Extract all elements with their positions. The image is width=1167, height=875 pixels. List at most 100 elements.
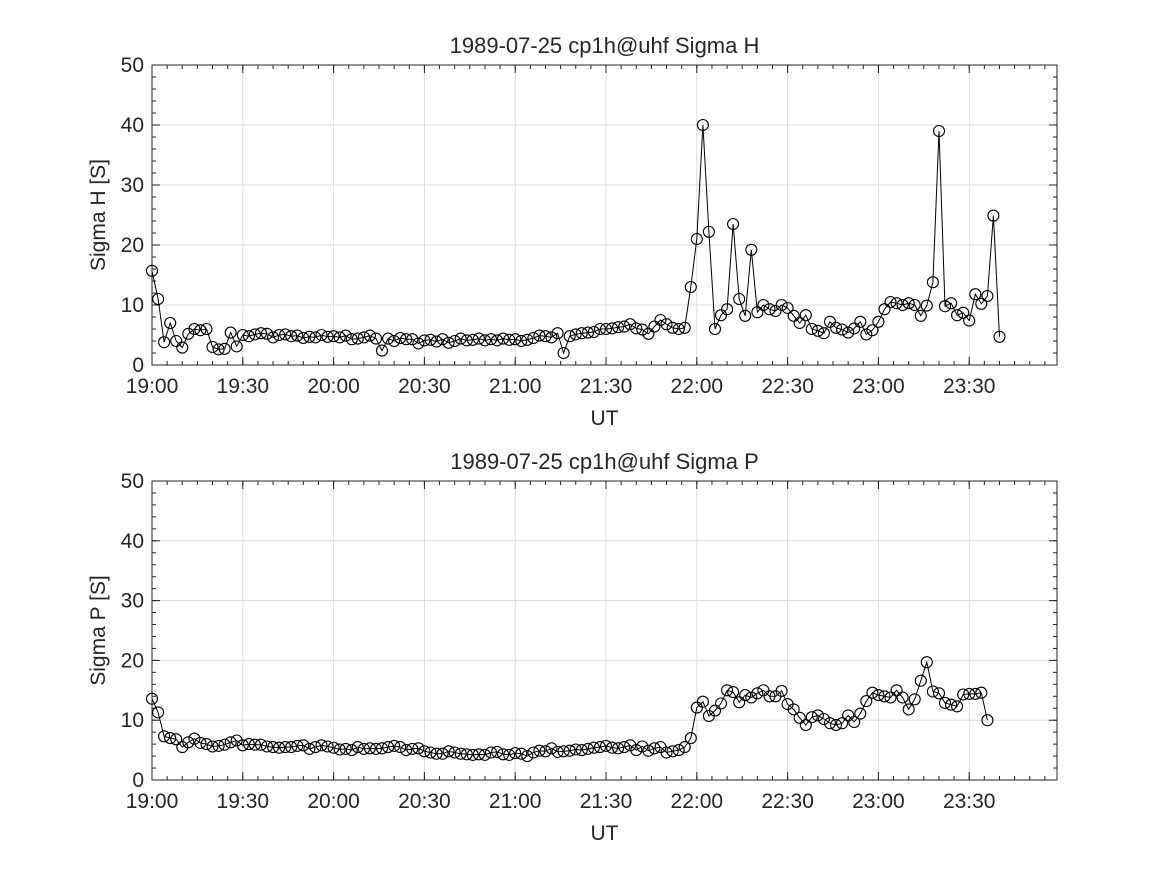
sigma-h-point-36 bbox=[363, 329, 376, 342]
sigma-h-point-23 bbox=[285, 330, 298, 343]
sigma-h-ytick-label-5: 50 bbox=[121, 54, 144, 77]
sigma-p-point-125 bbox=[902, 703, 915, 716]
sigma-h-point-85 bbox=[660, 318, 673, 331]
sigma-p-point-108 bbox=[799, 718, 812, 732]
sigma-h-title: 1989-07-25 cp1h@uhf Sigma H bbox=[450, 33, 760, 58]
sigma-h-point-131 bbox=[938, 300, 952, 313]
sigma-p-point-47 bbox=[430, 747, 443, 760]
sigma-h-point-113 bbox=[829, 321, 843, 334]
sigma-h-point-1 bbox=[152, 292, 165, 306]
sigma-p-point-73 bbox=[587, 741, 600, 754]
sigma-h-point-104 bbox=[775, 298, 788, 312]
sigma-p-point-44 bbox=[412, 742, 425, 755]
sigma-p-xtick-label-5: 21:30 bbox=[580, 790, 633, 813]
sigma-p-point-13 bbox=[224, 736, 237, 749]
sigma-p-grid bbox=[152, 481, 1057, 780]
sigma-p-point-93 bbox=[708, 704, 722, 717]
sigma-h-point-73 bbox=[587, 325, 600, 339]
sigma-h-point-82 bbox=[642, 327, 655, 340]
sigma-h-point-87 bbox=[672, 322, 685, 336]
sigma-p-point-10 bbox=[206, 740, 219, 753]
sigma-p-point-34 bbox=[351, 741, 364, 754]
sigma-h-point-16 bbox=[242, 330, 255, 343]
sigma-h-point-55 bbox=[478, 334, 491, 347]
sigma-p-point-96 bbox=[727, 686, 740, 699]
sigma-h-point-111 bbox=[817, 327, 830, 340]
sigma-h-point-139 bbox=[987, 209, 1000, 222]
sigma-h-point-18 bbox=[254, 327, 268, 340]
sigma-p-ytick-label-2: 20 bbox=[121, 649, 144, 672]
sigma-h-point-44 bbox=[412, 337, 425, 350]
sigma-h-point-27 bbox=[309, 331, 322, 344]
sigma-p-point-40 bbox=[388, 739, 401, 752]
sigma-h-point-7 bbox=[188, 322, 201, 336]
sigma-p-point-0 bbox=[145, 692, 159, 705]
sigma-p-y-axis-label: Sigma P [S] bbox=[87, 575, 110, 686]
sigma-p-point-31 bbox=[333, 743, 346, 756]
sigma-p-xtick-label-7: 22:30 bbox=[761, 790, 814, 813]
sigma-p-point-30 bbox=[327, 741, 340, 754]
sigma-h-point-15 bbox=[236, 328, 249, 342]
sigma-h-point-92 bbox=[702, 225, 715, 238]
sigma-p-point-62 bbox=[521, 750, 534, 763]
sigma-p-point-106 bbox=[787, 703, 800, 716]
sigma-h-point-3 bbox=[164, 316, 177, 330]
sigma-p-point-111 bbox=[817, 712, 830, 726]
sigma-p-point-52 bbox=[460, 748, 473, 761]
sigma-h-point-56 bbox=[484, 333, 498, 346]
sigma-p-point-100 bbox=[751, 687, 764, 700]
sigma-p-point-97 bbox=[733, 696, 746, 709]
sigma-h-xtick-label-7: 22:30 bbox=[761, 375, 814, 398]
sigma-h-point-30 bbox=[327, 330, 340, 343]
sigma-p-point-94 bbox=[714, 697, 728, 710]
sigma-h-point-107 bbox=[793, 316, 806, 330]
sigma-p-point-29 bbox=[321, 740, 334, 753]
sigma-p-point-38 bbox=[375, 742, 389, 755]
sigma-p-point-65 bbox=[539, 745, 552, 758]
sigma-p-point-67 bbox=[551, 745, 564, 758]
sigma-p-point-49 bbox=[442, 745, 455, 758]
sigma-h-point-123 bbox=[890, 297, 903, 310]
sigma-h-point-17 bbox=[248, 328, 261, 341]
sigma-p-point-86 bbox=[666, 745, 679, 758]
sigma-p-point-48 bbox=[436, 747, 449, 760]
sigma-h-point-47 bbox=[430, 335, 443, 348]
sigma-h-point-120 bbox=[872, 315, 885, 328]
sigma-p-xtick-label-1: 19:30 bbox=[217, 790, 270, 813]
sigma-p-tick-labels: 19:00 19:30 20:00 20:30 21:00 21:30 22:00 22:30… bbox=[121, 470, 996, 813]
sigma-p-point-119 bbox=[866, 686, 879, 699]
sigma-h-x-axis-label: UT bbox=[591, 407, 619, 430]
sigma-h-point-129 bbox=[926, 276, 939, 289]
sigma-h-point-2 bbox=[158, 336, 171, 349]
sigma-h-point-98 bbox=[739, 309, 752, 322]
sigma-p-point-120 bbox=[872, 689, 885, 702]
sigma-h-point-122 bbox=[884, 295, 897, 309]
sigma-p-point-99 bbox=[745, 691, 758, 704]
sigma-p-point-136 bbox=[969, 687, 982, 700]
sigma-h-point-39 bbox=[382, 332, 395, 345]
sigma-p-ytick-label-4: 40 bbox=[121, 530, 144, 553]
sigma-h-ytick-label-3: 30 bbox=[121, 174, 144, 197]
sigma-h-point-28 bbox=[315, 328, 328, 342]
sigma-p-point-76 bbox=[606, 741, 619, 754]
sigma-p-point-134 bbox=[957, 688, 970, 701]
sigma-h-point-69 bbox=[563, 330, 576, 343]
sigma-h-point-51 bbox=[454, 332, 467, 345]
sigma-h-xtick-label-5: 21:30 bbox=[580, 375, 633, 398]
sigma-h-point-88 bbox=[678, 321, 691, 334]
sigma-p-point-37 bbox=[369, 742, 383, 755]
sigma-p-point-81 bbox=[636, 740, 649, 753]
sigma-p-point-14 bbox=[230, 734, 243, 747]
sigma-h-point-84 bbox=[654, 313, 667, 327]
sigma-p-point-9 bbox=[200, 738, 213, 751]
sigma-h-point-116 bbox=[848, 322, 861, 335]
sigma-p-point-20 bbox=[267, 741, 280, 754]
sigma-h-point-4 bbox=[170, 334, 183, 348]
sigma-h-point-118 bbox=[860, 328, 873, 341]
sigma-p-point-55 bbox=[478, 748, 491, 761]
sigma-p-point-45 bbox=[418, 745, 431, 758]
sigma-h-tick-labels: 19:00 19:30 20:00 20:30 21:00 21:30 22:00 22:30… bbox=[121, 54, 996, 398]
sigma-h-point-65 bbox=[539, 330, 552, 343]
sigma-h-point-60 bbox=[509, 333, 522, 346]
sigma-p-point-75 bbox=[599, 739, 613, 752]
